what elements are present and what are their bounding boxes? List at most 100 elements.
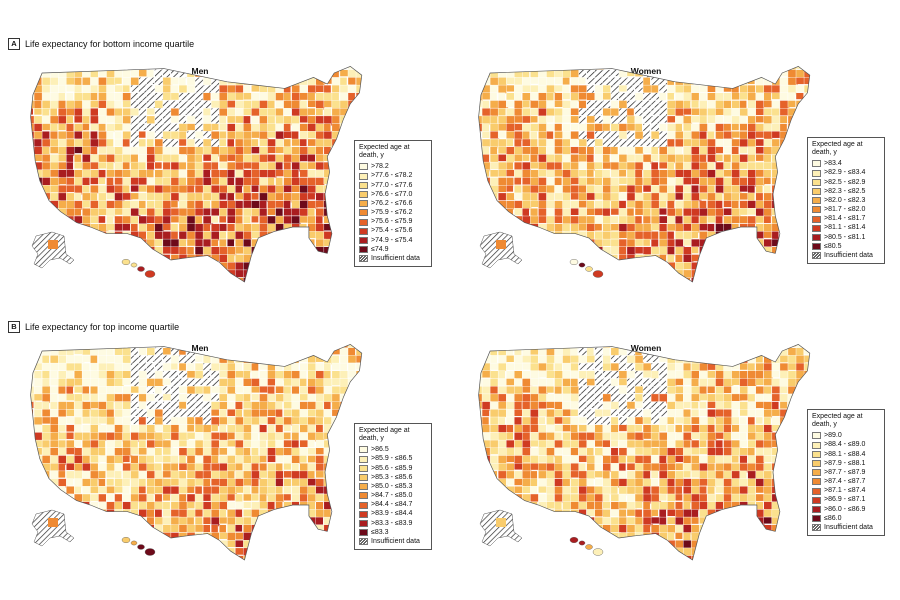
county-region [114, 463, 122, 472]
county-region [299, 84, 308, 94]
county-region [626, 131, 635, 140]
county-region [268, 285, 278, 293]
county-region [30, 66, 35, 70]
county-region [478, 439, 483, 449]
county-region [732, 285, 742, 294]
county-region [90, 516, 100, 527]
county-region [546, 524, 555, 532]
county-region [481, 92, 492, 100]
county-region [731, 455, 739, 463]
county-region [779, 223, 788, 233]
county-region [331, 231, 341, 241]
county-region [642, 416, 652, 425]
county-region [355, 115, 362, 123]
county-region [291, 409, 301, 418]
county-region [235, 66, 246, 70]
county-region [546, 192, 555, 202]
county-region [795, 185, 805, 195]
county-region [514, 501, 522, 511]
county-region [275, 192, 284, 201]
county-region [586, 344, 598, 348]
county-region [130, 123, 140, 133]
county-region [283, 355, 292, 365]
county-region [106, 424, 115, 432]
county-region [683, 432, 693, 441]
county-region [364, 355, 371, 364]
county-region [57, 470, 66, 479]
county-region [514, 215, 524, 225]
county-region [530, 524, 539, 533]
county-region [522, 401, 531, 410]
county-region [478, 401, 483, 409]
county-region [546, 416, 555, 425]
county-region [114, 501, 123, 511]
county-region [699, 92, 708, 101]
county-region [275, 108, 284, 117]
county-region [771, 516, 782, 525]
county-region [658, 509, 667, 518]
county-region [715, 355, 726, 365]
county-region [98, 138, 108, 148]
county-region [554, 254, 563, 262]
county-region [474, 285, 483, 292]
county-region [138, 386, 147, 395]
county-region [98, 100, 107, 109]
county-region [299, 344, 310, 349]
county-region [98, 208, 108, 216]
county-region [66, 108, 76, 116]
county-region [803, 115, 810, 124]
county-region [331, 238, 343, 247]
county-region [130, 532, 141, 542]
county-region [771, 254, 782, 263]
county-region [114, 555, 122, 561]
county-region [514, 378, 522, 388]
county-region [235, 540, 244, 548]
county-region [530, 262, 541, 272]
county-region [627, 285, 637, 293]
county-region [251, 370, 259, 379]
county-region [332, 563, 339, 572]
county-region [715, 115, 724, 124]
county-region [478, 231, 484, 242]
county-region [90, 547, 98, 558]
county-region [331, 161, 341, 170]
county-region [323, 424, 333, 434]
county-region [339, 192, 348, 201]
county-region [291, 262, 302, 271]
county-region [259, 344, 269, 350]
county-region [202, 509, 212, 518]
county-region [251, 246, 262, 255]
county-region [699, 486, 707, 495]
county-region [699, 409, 709, 417]
county-region [194, 208, 204, 216]
county-region [291, 516, 302, 527]
county-region [514, 161, 523, 170]
county-region [170, 238, 181, 249]
county-region [283, 200, 291, 209]
county-region [779, 138, 790, 149]
county-region [787, 509, 796, 519]
county-region [707, 131, 715, 140]
county-region [267, 66, 278, 71]
county-region [267, 269, 277, 277]
county-region [41, 66, 52, 70]
county-region [251, 200, 261, 209]
county-region [347, 401, 357, 409]
county-region [33, 370, 42, 380]
county-region [57, 200, 68, 210]
county-region [812, 278, 822, 287]
county-region [30, 362, 35, 372]
county-region [57, 269, 67, 278]
county-region [538, 238, 548, 249]
county-region [33, 344, 44, 350]
county-region [594, 177, 603, 187]
county-region [74, 386, 84, 394]
county-region [578, 146, 587, 156]
county-region [98, 185, 107, 194]
county-region [347, 115, 358, 125]
county-region [41, 501, 50, 512]
county-region [594, 262, 605, 272]
county-region [259, 386, 269, 394]
county-region [787, 231, 796, 241]
county-region [602, 66, 612, 70]
